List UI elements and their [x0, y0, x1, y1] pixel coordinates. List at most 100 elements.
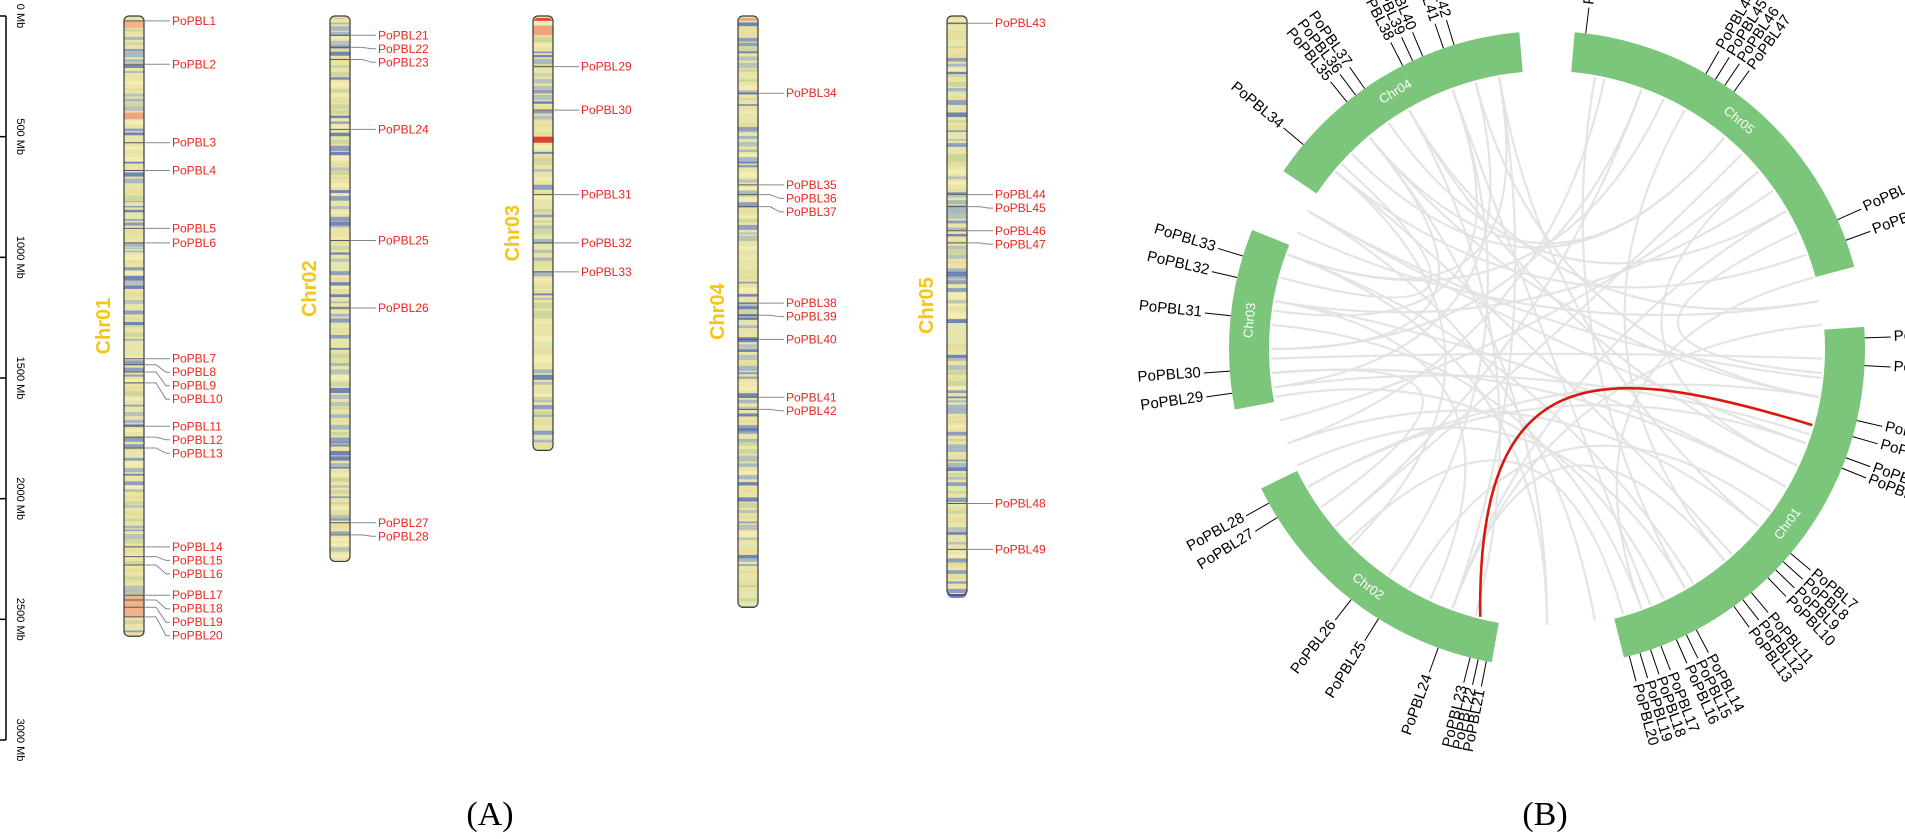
density-band: [533, 168, 553, 172]
density-band: [330, 200, 350, 204]
density-band: [330, 531, 350, 534]
density-band: [738, 575, 758, 578]
density-band: [738, 502, 758, 508]
density-band: [947, 390, 967, 394]
density-band: [947, 510, 967, 514]
circos-gene-tick: [1211, 271, 1238, 278]
density-band: [738, 242, 758, 247]
gene-leader-line: [144, 382, 170, 400]
density-band: [533, 419, 553, 425]
density-band: [533, 321, 553, 324]
circos-gene-label: PoPBL43: [1580, 0, 1605, 6]
density-band: [738, 246, 758, 250]
density-band: [738, 354, 758, 361]
gene-label: PoPBL37: [786, 205, 837, 219]
density-band: [330, 278, 350, 282]
density-band: [330, 328, 350, 333]
synteny-link: [1287, 77, 1508, 280]
density-band: [330, 156, 350, 161]
density-band: [947, 462, 967, 469]
density-band: [124, 120, 144, 125]
density-band: [738, 111, 758, 114]
circos-gene-label: PoPBL2: [1893, 358, 1905, 378]
synteny-link: [1334, 153, 1743, 528]
circos-gene-tick: [1864, 336, 1891, 339]
density-hotspot: [533, 25, 553, 36]
density-band: [947, 454, 967, 459]
density-band: [947, 524, 967, 528]
density-band: [533, 369, 553, 374]
circos-gene-tick: [1837, 208, 1862, 221]
density-band: [533, 278, 553, 281]
circos-gene-tick: [1204, 312, 1231, 317]
density-band: [738, 428, 758, 434]
density-band: [330, 414, 350, 418]
density-band: [124, 93, 144, 97]
density-band: [124, 247, 144, 250]
density-band: [738, 515, 758, 520]
density-band: [124, 205, 144, 208]
gene-label: PoPBL41: [786, 390, 837, 404]
density-band: [330, 363, 350, 366]
density-band: [947, 112, 967, 118]
circos-gene-tick: [1705, 50, 1720, 74]
density-band: [738, 193, 758, 198]
density-band: [533, 381, 553, 385]
gene-label: PoPBL16: [172, 567, 223, 581]
density-band: [330, 225, 350, 228]
synteny-link: [1497, 77, 1760, 528]
density-band: [738, 482, 758, 486]
density-band: [533, 425, 553, 430]
circos-gene-label: PoPBL31: [1138, 297, 1203, 321]
density-band: [947, 581, 967, 584]
synteny-link: [1273, 374, 1810, 436]
density-band: [330, 288, 350, 293]
density-band: [947, 444, 967, 448]
density-band: [738, 98, 758, 100]
density-band: [947, 312, 967, 318]
gene-label: PoPBL24: [378, 122, 429, 136]
density-band: [124, 185, 144, 188]
panel-a-chromosome-map: 0 Mb 500 Mb 1000 Mb 1500 Mb 2000 Mb 2500 Mb 30…: [0, 4, 1046, 833]
density-band: [124, 52, 144, 58]
circos-gene-tick: [1412, 32, 1424, 57]
density-band: [124, 579, 144, 583]
density-band: [947, 268, 967, 274]
density-band: [124, 404, 144, 407]
density-band: [738, 406, 758, 410]
density-band: [124, 132, 144, 136]
panel-b-label: (B): [1522, 796, 1567, 833]
circos-gene-tick: [1203, 370, 1230, 374]
circos-gene-tick: [1480, 661, 1487, 687]
synteny-link: [1451, 464, 1726, 609]
gene-label: PoPBL1: [172, 14, 216, 28]
density-band: [947, 63, 967, 67]
density-band: [124, 356, 144, 359]
density-band: [533, 396, 553, 402]
density-band: [330, 313, 350, 317]
circos-gene-tick: [1206, 392, 1233, 398]
density-band: [738, 275, 758, 280]
density-band: [330, 40, 350, 46]
circos-gene-tick: [1742, 599, 1760, 621]
density-band: [947, 181, 967, 185]
circos-gene-tick: [1628, 656, 1637, 682]
density-band: [947, 134, 967, 138]
density-band: [738, 475, 758, 480]
density-band: [330, 89, 350, 93]
density-band: [947, 593, 967, 598]
density-band: [330, 502, 350, 505]
chromosome-chr01: Chr01PoPBL1PoPBL2PoPBL3PoPBL4PoPBL5PoPBL…: [93, 14, 223, 643]
density-band: [738, 69, 758, 72]
density-band: [124, 589, 144, 595]
density-band: [738, 218, 758, 223]
density-band: [738, 592, 758, 595]
density-band: [738, 382, 758, 386]
density-band: [533, 302, 553, 309]
density-band: [738, 90, 758, 95]
density-band: [738, 209, 758, 214]
circos-gene-tick: [1775, 569, 1795, 589]
density-band: [947, 245, 967, 250]
density-band: [738, 31, 758, 37]
density-band: [330, 31, 350, 36]
